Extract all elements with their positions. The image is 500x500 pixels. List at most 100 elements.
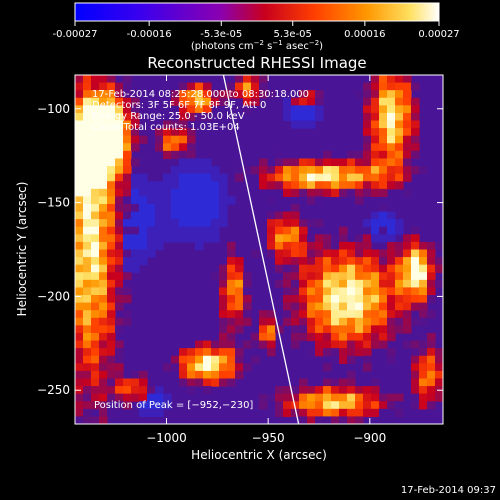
heatmap-cell xyxy=(347,181,356,190)
heatmap-cell xyxy=(299,234,308,243)
heatmap-cell xyxy=(307,272,316,281)
heatmap-cell xyxy=(251,340,260,349)
heatmap-cell xyxy=(387,173,396,182)
heatmap-cell xyxy=(299,120,308,129)
heatmap-cell xyxy=(403,279,412,289)
heatmap-cell xyxy=(315,317,324,326)
heatmap-cell xyxy=(371,120,380,129)
heatmap-cell xyxy=(187,188,196,197)
heatmap-cell xyxy=(171,90,180,99)
heatmap-cell xyxy=(419,272,428,281)
heatmap-cell xyxy=(83,211,92,220)
heatmap-cell xyxy=(107,181,116,190)
heatmap-cell xyxy=(323,340,332,349)
heatmap-cell xyxy=(315,295,324,304)
heatmap-cell xyxy=(99,325,108,334)
heatmap-cell xyxy=(251,332,260,342)
heatmap-cell xyxy=(315,348,324,357)
heatmap-cell xyxy=(115,249,124,258)
heatmap-cell xyxy=(419,317,428,326)
heatmap-cell xyxy=(275,173,284,182)
heatmap-cell xyxy=(371,226,380,235)
heatmap-cell xyxy=(107,302,116,311)
peak-position-label: Position of Peak = [−952,−230] xyxy=(94,400,253,411)
heatmap-cell xyxy=(107,325,116,334)
heatmap-cell xyxy=(283,241,292,251)
heatmap-cell xyxy=(99,340,108,349)
heatmap-cell xyxy=(235,287,244,296)
heatmap-cell xyxy=(195,105,204,114)
heatmap-cell xyxy=(99,332,108,342)
heatmap-cell xyxy=(91,196,100,205)
solar-limb-line xyxy=(222,75,300,424)
heatmap-cell xyxy=(419,302,428,311)
heatmap-cell xyxy=(339,181,348,190)
heatmap-cell xyxy=(411,135,420,144)
heatmap-cell xyxy=(147,393,156,402)
heatmap-cell xyxy=(235,302,244,311)
heatmap-cell xyxy=(387,234,396,243)
heatmap-cell xyxy=(307,408,316,418)
heatmap-cell xyxy=(107,370,116,380)
heatmap-cell xyxy=(147,226,156,235)
heatmap-cell xyxy=(179,219,188,228)
heatmap-cell xyxy=(75,135,84,144)
heatmap-cell xyxy=(147,401,156,410)
heatmap-cell xyxy=(99,279,108,289)
heatmap-cell xyxy=(323,363,332,372)
heatmap-cell xyxy=(299,257,308,266)
heatmap-cell xyxy=(331,295,340,304)
heatmap-cell xyxy=(267,325,276,334)
heatmap-cell xyxy=(259,181,268,190)
heatmap-cell xyxy=(299,295,308,304)
heatmap-cell xyxy=(139,226,148,235)
heatmap-cell xyxy=(75,105,84,114)
heatmap-cell xyxy=(371,128,380,137)
heatmap-cell xyxy=(379,150,388,160)
heatmap-cell xyxy=(99,363,108,372)
heatmap-cell xyxy=(139,378,148,387)
heatmap-cell xyxy=(363,393,372,402)
colorbar-tick-label: -0.00027 xyxy=(53,29,98,40)
heatmap-cell xyxy=(115,188,124,197)
heatmap-cell xyxy=(99,355,108,364)
heatmap-cell xyxy=(331,249,340,258)
heatmap-cell xyxy=(75,401,84,410)
heatmap-cell xyxy=(387,355,396,364)
heatmap-cell xyxy=(195,363,204,372)
heatmap-cell xyxy=(195,370,204,380)
heatmap-cell xyxy=(203,97,212,106)
heatmap-cell xyxy=(163,173,172,182)
heatmap-cell xyxy=(323,393,332,402)
heatmap-cell xyxy=(347,378,356,387)
heatmap-cell xyxy=(139,203,148,213)
heatmap-cell xyxy=(123,234,132,243)
heatmap-cell xyxy=(403,241,412,251)
heatmap-cell xyxy=(187,211,196,220)
heatmap-cell xyxy=(147,203,156,213)
heatmap-cell xyxy=(131,143,140,152)
colorbar-tick-label: 5.3e-05 xyxy=(274,29,312,40)
heatmap-cell xyxy=(195,112,204,122)
heatmap-cell xyxy=(347,317,356,326)
heatmap-cell xyxy=(371,90,380,99)
heatmap-cell xyxy=(299,173,308,182)
heatmap-cell xyxy=(307,325,316,334)
heatmap-cell xyxy=(299,181,308,190)
heatmap-cell xyxy=(291,332,300,342)
y-axis-label: Heliocentric Y (arcsec) xyxy=(15,182,29,317)
heatmap-cell xyxy=(115,401,124,410)
heatmap-cell xyxy=(355,241,364,251)
heatmap-cell xyxy=(131,112,140,122)
heatmap-cell xyxy=(291,219,300,228)
heatmap-cell xyxy=(227,355,236,364)
heatmap-cell xyxy=(91,257,100,266)
heatmap-cell xyxy=(395,249,404,258)
heatmap-cell xyxy=(131,196,140,205)
heatmap-cell xyxy=(155,408,164,418)
heatmap-cell xyxy=(163,135,172,144)
heatmap-cell xyxy=(435,393,443,402)
heatmap-cell xyxy=(203,378,212,387)
heatmap-cell xyxy=(347,295,356,304)
heatmap-cell xyxy=(123,257,132,266)
